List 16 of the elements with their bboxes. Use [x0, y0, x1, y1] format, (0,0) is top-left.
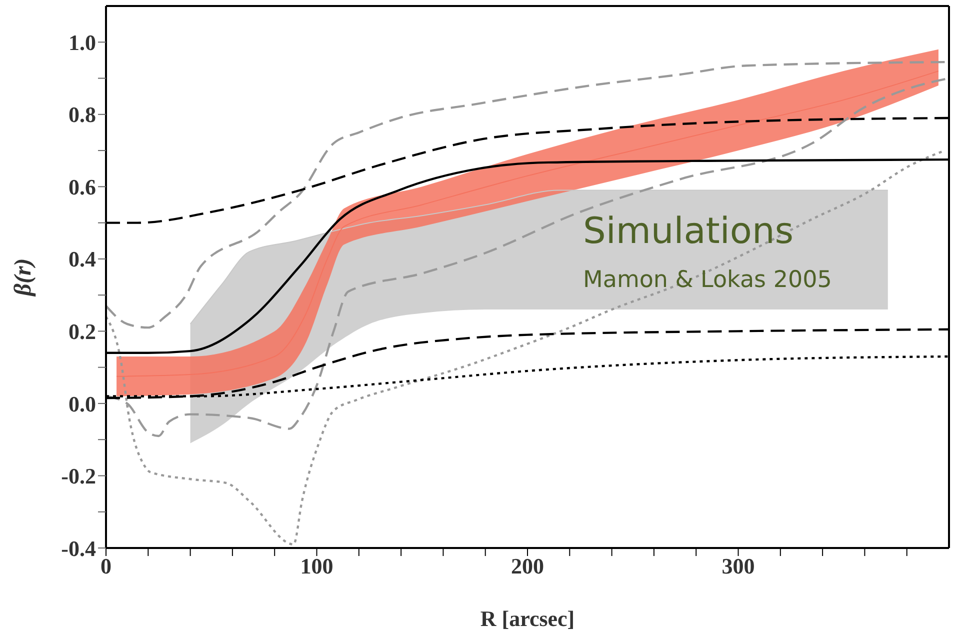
y-tick-label: 0.8: [68, 102, 96, 128]
x-tick-label: 200: [511, 554, 544, 579]
y-axis-title: β(r): [10, 258, 37, 297]
y-tick-label: 0.2: [68, 319, 96, 344]
y-tick-label: 1.0: [68, 30, 96, 55]
x-tick-label: 100: [300, 554, 334, 579]
y-tick-label: 0.0: [68, 391, 96, 416]
annotation: Mamon & Lokas 2005: [583, 267, 832, 294]
x-tick-label: 0: [100, 554, 112, 579]
x-tick-label: 300: [722, 554, 755, 579]
y-tick-label: -0.2: [61, 464, 96, 489]
y-tick-label: 0.6: [68, 174, 96, 200]
x-axis-title: R [arcsec]: [480, 606, 575, 631]
annotation: Simulations: [583, 211, 794, 252]
y-tick-label: 0.4: [68, 246, 96, 272]
y-tick-label: -0.4: [61, 536, 96, 561]
